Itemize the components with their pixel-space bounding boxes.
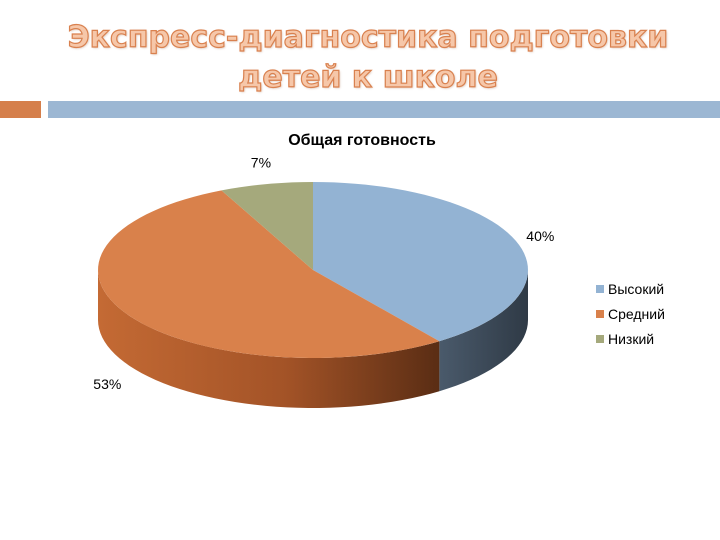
slide-title-line-1: Экспресс-диагностика подготовки — [67, 19, 669, 55]
pie-labels: 40% 53% 7% — [93, 155, 554, 392]
legend-swatch-низкий — [596, 335, 604, 343]
legend-label-низкий: Низкий — [608, 331, 654, 347]
pie-chart: Общая готовность 40% 53% 7% Высокий Средний… — [93, 132, 665, 408]
pie-sides — [98, 270, 528, 408]
accent-bar-blue — [48, 101, 720, 118]
legend-swatch-высокий — [596, 285, 604, 293]
pie-side-средний — [98, 270, 440, 408]
legend-label-средний: Средний — [608, 306, 665, 322]
pie-tops — [98, 182, 528, 358]
accent-bar-orange — [0, 101, 41, 118]
pie-slice-высокий — [313, 182, 528, 342]
slide-title: Экспресс-диагностика подготовки детей к … — [0, 18, 720, 98]
legend: Высокий Средний Низкий — [596, 281, 665, 347]
data-label-высокий: 40% — [526, 228, 554, 244]
pie-slice-низкий — [221, 182, 313, 270]
legend-swatch-средний — [596, 310, 604, 318]
legend-label-высокий: Высокий — [608, 281, 664, 297]
data-label-низкий: 7% — [251, 155, 271, 171]
pie-side-высокий — [439, 270, 528, 392]
slide-title-line-2: детей к школе — [238, 59, 499, 95]
pie-slice-средний — [98, 190, 440, 358]
chart-title: Общая готовность — [288, 132, 436, 149]
data-label-средний: 53% — [93, 376, 121, 392]
